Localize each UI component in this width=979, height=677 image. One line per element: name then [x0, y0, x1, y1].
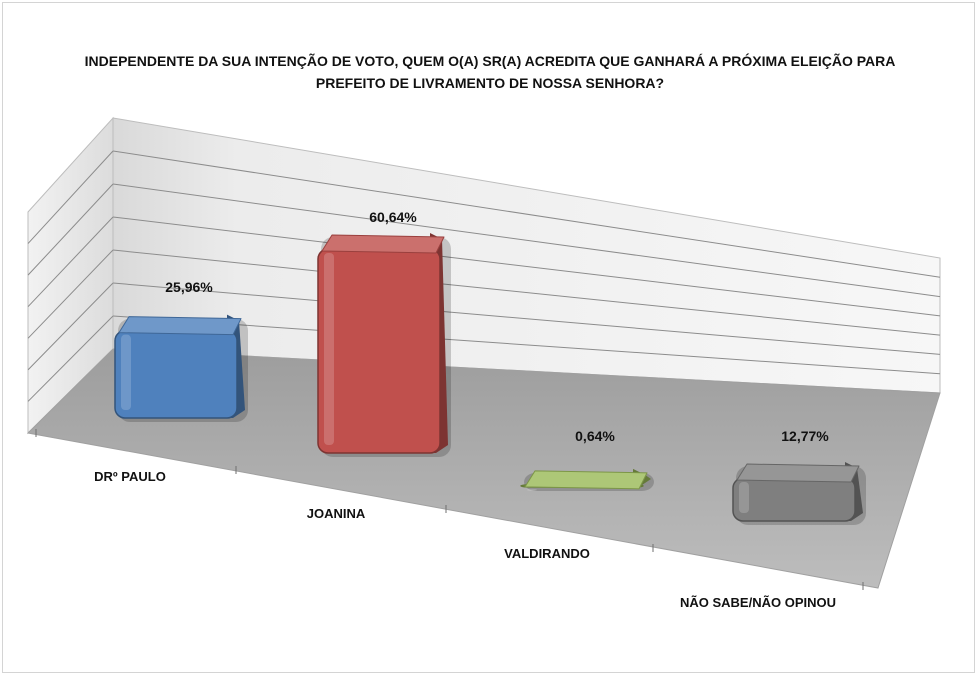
bar-top-face — [118, 316, 242, 336]
gridline — [112, 150, 941, 278]
gridline — [112, 282, 941, 355]
gridline-side — [27, 216, 114, 308]
category-label-1: JOANINA — [307, 506, 366, 521]
bar-top-face — [321, 234, 445, 254]
gridline — [112, 249, 941, 336]
data-label-2: 0,64% — [575, 428, 615, 444]
category-label-3: NÃO SABE/NÃO OPINOU — [680, 595, 836, 610]
chart-gridlines — [27, 150, 941, 402]
chart-labels: 25,96% 60,64% 0,64% 12,77% DRº PAULO JOANINA V… — [94, 209, 836, 610]
gridline-side — [27, 183, 114, 276]
bar-highlight — [324, 253, 334, 445]
bar-3 — [732, 462, 866, 525]
gridline — [112, 216, 941, 317]
chart-bars — [114, 233, 866, 525]
bar-0 — [114, 314, 248, 422]
gridline-side — [27, 249, 114, 339]
gridline-side — [27, 150, 114, 244]
chart-title: INDEPENDENTE DA SUA INTENÇÃO DE VOTO, QU… — [60, 50, 920, 94]
chart-floor — [26, 348, 941, 589]
data-label-1: 60,64% — [369, 209, 417, 225]
gridline-side — [27, 315, 114, 402]
bar-2 — [520, 468, 654, 491]
bar-1 — [317, 233, 451, 457]
data-label-0: 25,96% — [165, 279, 213, 295]
bar-front-face — [317, 248, 441, 454]
data-label-3: 12,77% — [781, 428, 829, 444]
bar-front-face — [114, 329, 238, 419]
chart-category-ticks — [35, 429, 864, 590]
category-label-0: DRº PAULO — [94, 469, 166, 484]
category-label-2: VALDIRANDO — [504, 546, 590, 561]
gridline — [112, 183, 941, 298]
bar-highlight — [527, 488, 537, 491]
bar-front-face — [732, 477, 856, 522]
bar-top-face — [736, 463, 860, 483]
chart-title-line-1: INDEPENDENTE DA SUA INTENÇÃO DE VOTO, QU… — [84, 53, 896, 69]
chart-title-line-2: PREFEITO DE LIVRAMENTO DE NOSSA SENHORA? — [315, 75, 665, 91]
bar-highlight — [739, 482, 749, 513]
bar-highlight — [121, 334, 131, 410]
gridline-side — [27, 282, 114, 371]
bar-top-face — [524, 470, 648, 490]
gridline — [112, 315, 941, 375]
